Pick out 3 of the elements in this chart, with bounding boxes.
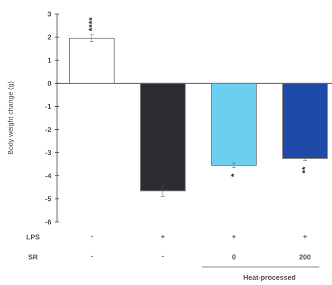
annotation: ** xyxy=(302,166,306,174)
annotation: **** xyxy=(88,17,92,32)
annotation: * xyxy=(230,174,234,177)
